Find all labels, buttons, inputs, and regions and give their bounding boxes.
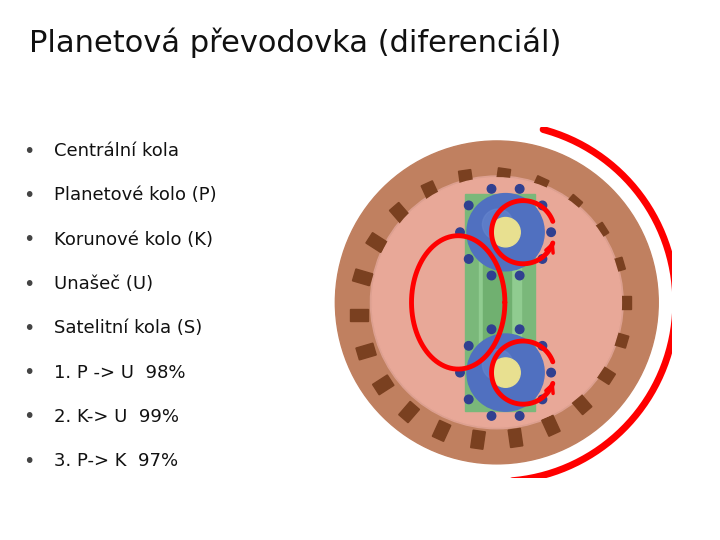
Circle shape — [538, 255, 546, 263]
Circle shape — [516, 271, 524, 280]
Text: •: • — [23, 451, 35, 471]
Bar — [508, 428, 523, 448]
Circle shape — [464, 342, 473, 350]
Bar — [399, 401, 420, 423]
Circle shape — [516, 411, 524, 420]
Circle shape — [538, 342, 546, 350]
Circle shape — [456, 228, 464, 237]
Text: 2. K-> U  99%: 2. K-> U 99% — [54, 408, 179, 426]
Circle shape — [464, 201, 473, 210]
Circle shape — [487, 271, 496, 280]
Text: •: • — [23, 363, 35, 382]
Circle shape — [370, 176, 623, 429]
Bar — [421, 181, 440, 202]
Circle shape — [491, 358, 521, 387]
Circle shape — [516, 185, 524, 193]
Bar — [562, 194, 582, 215]
Bar — [605, 257, 626, 274]
Circle shape — [467, 334, 544, 411]
Text: •: • — [23, 274, 35, 294]
Text: Planetová převodovka (diferenciál): Planetová převodovka (diferenciál) — [29, 27, 561, 57]
Polygon shape — [465, 194, 536, 411]
Bar — [613, 296, 631, 308]
Circle shape — [538, 395, 546, 403]
Text: 3. P-> K  97%: 3. P-> K 97% — [54, 452, 178, 470]
Bar — [496, 168, 510, 187]
Circle shape — [491, 218, 521, 247]
Circle shape — [336, 141, 658, 464]
Bar — [608, 332, 629, 348]
Bar — [432, 420, 451, 441]
Circle shape — [482, 349, 513, 380]
Polygon shape — [480, 206, 521, 399]
Bar — [459, 170, 473, 188]
Text: 1. P -> U  98%: 1. P -> U 98% — [54, 363, 186, 382]
Text: Centrální kola: Centrální kola — [54, 142, 179, 160]
Circle shape — [547, 228, 555, 237]
Text: Planetové kolo (P): Planetové kolo (P) — [54, 186, 217, 205]
Text: •: • — [23, 407, 35, 427]
Bar — [594, 364, 616, 384]
Text: •: • — [23, 186, 35, 205]
Circle shape — [547, 368, 555, 377]
Circle shape — [487, 325, 496, 334]
Circle shape — [467, 193, 544, 271]
Circle shape — [372, 178, 621, 427]
Bar — [541, 415, 560, 436]
Bar — [588, 222, 609, 242]
Circle shape — [487, 411, 496, 420]
Text: •: • — [23, 319, 35, 338]
Circle shape — [464, 395, 473, 403]
Bar — [390, 202, 410, 224]
Circle shape — [487, 185, 496, 193]
Circle shape — [538, 201, 546, 210]
Text: Satelitní kola (S): Satelitní kola (S) — [54, 319, 202, 338]
Circle shape — [464, 255, 473, 263]
Text: Unašeč (U): Unašeč (U) — [54, 275, 153, 293]
Text: •: • — [23, 230, 35, 249]
Bar — [372, 375, 394, 395]
Bar — [531, 176, 549, 197]
Text: Korunové kolo (K): Korunové kolo (K) — [54, 231, 213, 249]
Bar — [353, 269, 373, 286]
Circle shape — [456, 368, 464, 377]
Circle shape — [482, 209, 513, 240]
Bar — [350, 308, 368, 321]
Bar — [471, 430, 485, 449]
Bar — [366, 233, 387, 253]
Circle shape — [516, 325, 524, 334]
Bar — [356, 343, 377, 360]
Bar — [482, 249, 510, 355]
Bar — [571, 393, 592, 415]
Text: •: • — [23, 141, 35, 161]
